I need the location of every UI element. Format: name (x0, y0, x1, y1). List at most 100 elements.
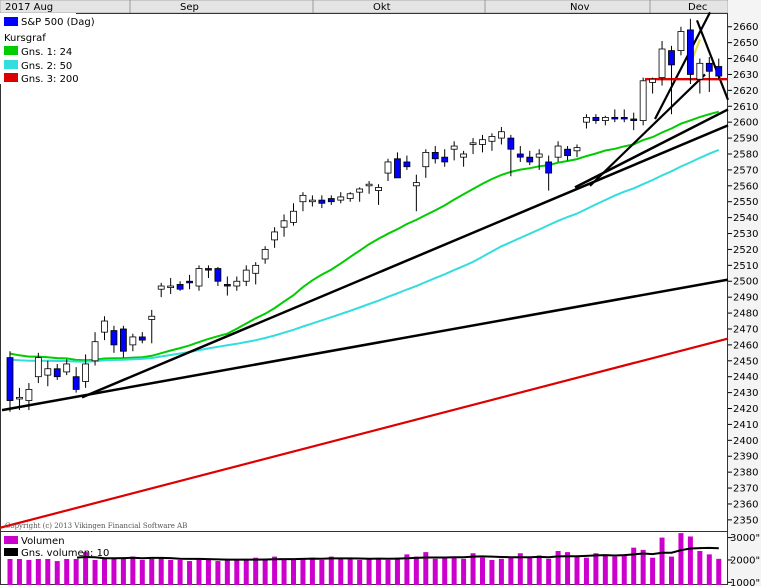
candle-body (6, 357, 14, 401)
price-tick-label: 2410 (733, 420, 758, 431)
candle-body (120, 328, 127, 352)
month-label: Nov (570, 2, 590, 13)
candle-body (44, 368, 52, 376)
candle-body (261, 249, 269, 260)
candlesticks (6, 18, 723, 412)
volume-axis: 1000" 2000" 3000" (728, 533, 760, 586)
volume-bar (205, 559, 211, 585)
legend-swatch-volume (4, 536, 18, 544)
price-tick-label: 2610 (733, 102, 758, 113)
legend-swatch-sp500 (4, 17, 18, 26)
price-axis: 2350 2360 2370 2380 2390 2400 2410 2420 2430 2440… (728, 22, 758, 526)
candle-body (469, 142, 477, 145)
ma50-line (9, 148, 720, 363)
volume-bar (130, 556, 136, 585)
candle-body (545, 161, 553, 174)
volume-bar (650, 557, 656, 585)
price-tick-label: 2350 (733, 515, 758, 526)
volume-bar (35, 558, 41, 585)
volume-bar (687, 536, 693, 585)
month-label: Okt (373, 2, 391, 13)
candle-body (195, 268, 203, 287)
volume-bar (300, 558, 306, 585)
candle-body (431, 151, 439, 160)
volume-bar (73, 558, 79, 585)
candle-body (715, 66, 723, 77)
volume-bar (593, 553, 599, 585)
volume-bar (461, 558, 467, 585)
volume-bar (45, 556, 51, 585)
legend-sp500: S&P 500 (Dag) (21, 17, 95, 28)
month-label: Dec (688, 2, 707, 13)
month-label: Sep (180, 2, 199, 13)
candle-body (639, 80, 647, 121)
price-tick-label: 2650 (733, 38, 758, 49)
volume-bar (243, 558, 249, 585)
candle-body (583, 117, 590, 123)
legend-swatch-ma200 (4, 73, 18, 82)
candle-body (564, 148, 571, 156)
candle-body (167, 285, 175, 289)
volume-bar (669, 556, 674, 585)
candle-body (535, 153, 543, 158)
legend-kursgraf: Kursgraf (4, 33, 46, 44)
volume-bar (565, 552, 571, 585)
volume-bar (376, 558, 382, 585)
candle-body (687, 29, 694, 75)
volume-bar (196, 558, 202, 585)
candle-body (148, 315, 156, 320)
volume-bar (92, 559, 98, 585)
candle-body (658, 48, 666, 79)
candle-body (25, 389, 33, 401)
price-axis-panel (728, 0, 761, 586)
volume-bar (404, 554, 410, 585)
volume-bar (347, 557, 353, 585)
candle-body (176, 284, 184, 290)
volume-bar (7, 549, 13, 585)
moving-average-lines (0, 110, 729, 529)
volume-bar (234, 559, 240, 585)
candle-body (394, 158, 401, 179)
legend-swatch-avg-volume (4, 548, 18, 556)
trendline-long (1, 278, 729, 412)
volume-bar (697, 551, 703, 585)
candle-body (280, 220, 288, 228)
trendline-down (695, 19, 730, 101)
legend-ma50: Gns. 2: 50 (21, 61, 72, 72)
volume-bar (149, 558, 155, 585)
price-tick-label: 2660 (733, 22, 758, 33)
price-tick-label: 2360 (733, 499, 758, 510)
candle-body (497, 131, 505, 139)
candle-body (138, 336, 146, 341)
volume-bar (640, 549, 646, 585)
month-label: 2017 Aug (5, 2, 53, 13)
price-tick-label: 2530 (733, 229, 758, 240)
volume-bar (432, 558, 438, 585)
volume-bar (442, 557, 448, 585)
candle-body (101, 320, 108, 333)
candle-body (365, 183, 373, 187)
candle-body (82, 363, 89, 382)
candle-body (516, 153, 524, 158)
volume-bars (7, 533, 722, 585)
copyright-notice: Copyright (c) 2013 Vikingen Financial So… (5, 522, 187, 530)
candle-body (110, 330, 118, 346)
volume-bar (546, 558, 552, 585)
candle-body (403, 161, 411, 168)
price-tick-label: 2620 (733, 86, 758, 97)
candle-body (450, 145, 458, 150)
candle-body (53, 368, 61, 378)
price-tick-label: 2400 (733, 436, 758, 447)
price-tick-label: 2560 (733, 181, 758, 192)
legend-volume: Volumen (21, 536, 65, 547)
legend-swatch-ma50 (4, 60, 18, 69)
volume-bar (309, 557, 315, 585)
candle-body (271, 231, 279, 241)
candle-body (337, 196, 345, 201)
candle-body (186, 280, 193, 284)
volume-bar (480, 557, 485, 585)
candle-body (356, 188, 364, 193)
candle-body (223, 284, 231, 287)
volume-bar (583, 557, 589, 585)
volume-bar (527, 557, 533, 585)
